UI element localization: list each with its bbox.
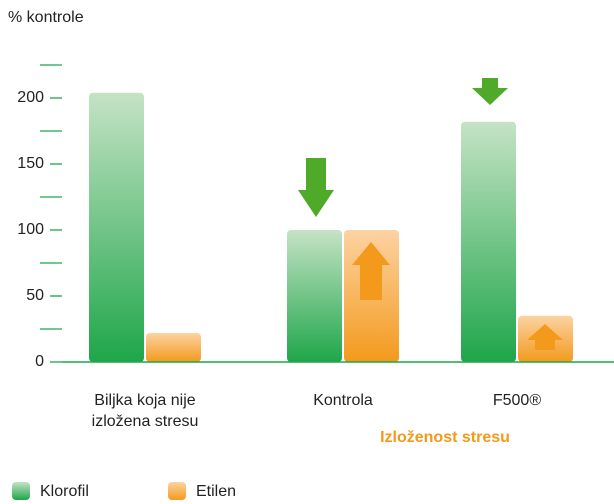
x-tick-label: F500® xyxy=(492,392,542,409)
arrow-up xyxy=(352,242,390,300)
legend-swatch xyxy=(168,482,186,500)
y-tick-label: 200 xyxy=(17,89,44,106)
legend-label: Klorofil xyxy=(40,483,89,500)
legend-label: Etilen xyxy=(196,483,236,500)
legend-swatch xyxy=(12,482,30,500)
arrow-down xyxy=(298,158,334,217)
y-tick-label: 50 xyxy=(26,287,44,304)
arrow-down xyxy=(472,78,508,105)
arrow-up xyxy=(527,324,563,350)
y-tick-label: 150 xyxy=(17,155,44,172)
bar xyxy=(287,230,342,362)
y-tick-label: 100 xyxy=(17,221,44,238)
bar xyxy=(461,121,516,362)
x-tick-label: Biljka koja nije izložena stresu xyxy=(91,392,199,430)
x-tick-label: Kontrola xyxy=(313,392,373,409)
y-axis-label: % kontrole xyxy=(8,9,84,26)
y-tick-label: 0 xyxy=(35,353,44,370)
x-axis-label: Izloženost stresu xyxy=(380,429,510,446)
bar xyxy=(146,332,201,362)
bar xyxy=(89,92,144,362)
